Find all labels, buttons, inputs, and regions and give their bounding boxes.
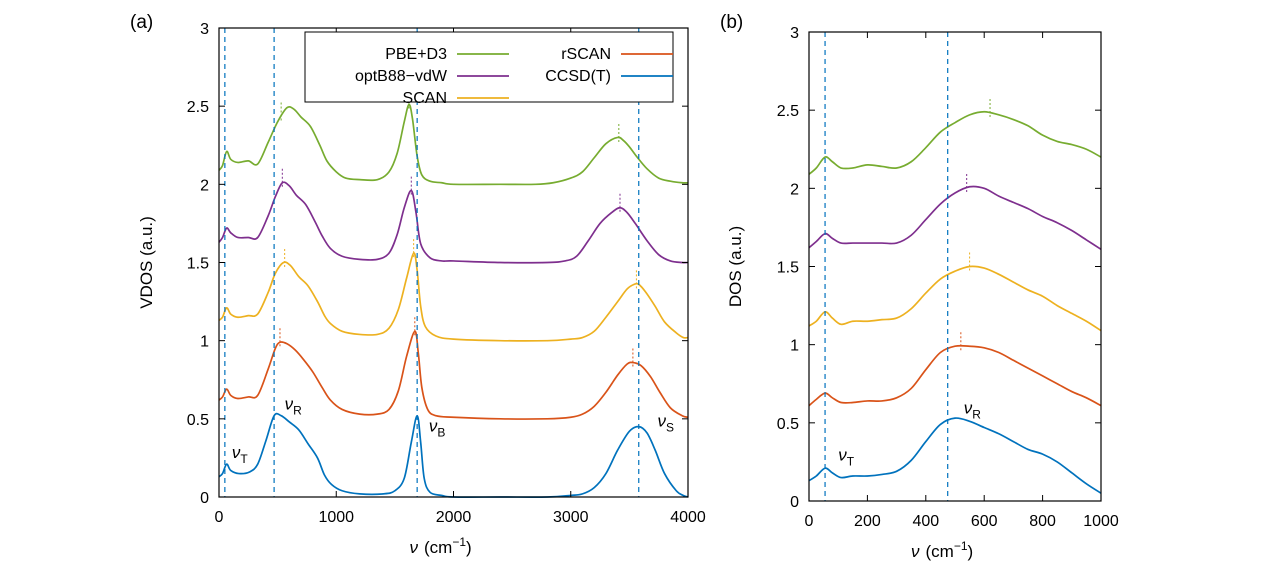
series-line (808, 110, 1102, 175)
plot-frame (808, 31, 1102, 502)
panel-label: (a) (130, 12, 153, 33)
annotation: νB (429, 416, 446, 439)
y-tick-label: 1.5 (187, 256, 209, 273)
annotation: νT (232, 443, 249, 466)
y-tick-label: 0 (200, 490, 209, 507)
legend-label: SCAN (403, 90, 447, 107)
panel-a: (a) 0 1000 2000 3000 4000 0 0.5 1 1.5 2 2.5 3 ν (cm−1)… (130, 12, 706, 557)
x-tick-label: 400 (912, 513, 939, 530)
x-tick-label: 3000 (553, 509, 589, 526)
series-line (218, 252, 689, 342)
y-tick-label: 0.5 (777, 416, 799, 433)
legend-label: rSCAN (561, 46, 611, 63)
y-tick-label: 2.5 (187, 99, 209, 116)
y-tick-label: 3 (790, 25, 799, 42)
legend-label: optB88−vdW (355, 68, 448, 85)
y-tick-label: 3 (200, 21, 209, 38)
x-tick-label: 2000 (436, 509, 472, 526)
y-tick-label: 0.5 (187, 412, 209, 429)
x-tick-label: 0 (215, 509, 224, 526)
annotation: νS (658, 412, 675, 435)
annotation: νT (838, 445, 855, 468)
x-tick-label: 0 (805, 513, 814, 530)
panel-label: (b) (720, 12, 743, 33)
x-tick-label: 800 (1029, 513, 1056, 530)
legend-box (304, 31, 674, 103)
series-line (808, 417, 1102, 494)
series-line (808, 185, 1102, 251)
y-axis-label: VDOS (a.u.) (137, 216, 156, 309)
series-line (218, 103, 689, 186)
x-tick-label: 1000 (318, 509, 354, 526)
series-line (218, 412, 689, 498)
series-lines (808, 110, 1102, 494)
x-tick-label: 200 (854, 513, 881, 530)
series-lines (218, 103, 689, 498)
y-axis-label: DOS (a.u.) (726, 226, 745, 307)
annotation: νR (285, 394, 303, 417)
legend-label: CCSD(T) (545, 68, 611, 85)
y-tick-label: 2 (790, 181, 799, 198)
series-line (808, 344, 1102, 407)
legend: PBE+D3 optB88−vdW SCAN rSCAN CCSD(T) (304, 31, 674, 107)
series-line (218, 181, 689, 264)
y-tick-label: 1.5 (777, 260, 799, 277)
panel-b: (b) 0 200 400 600 800 1000 0 0.5 1 1.5 2 2.5 3 ν (cm−1)… (720, 12, 1119, 561)
x-tick-label: 600 (971, 513, 998, 530)
x-axis-label: ν (cm−1) (911, 539, 973, 561)
x-tick-label: 4000 (670, 509, 706, 526)
y-tick-label: 2 (200, 177, 209, 194)
x-axis-label: ν (cm−1) (410, 535, 472, 557)
y-tick-label: 1 (790, 338, 799, 355)
y-tick-label: 2.5 (777, 103, 799, 120)
y-tick-label: 0 (790, 494, 799, 511)
legend-label: PBE+D3 (385, 46, 447, 63)
x-tick-label: 1000 (1083, 513, 1119, 530)
series-line (218, 330, 689, 420)
annotation: νR (964, 398, 982, 421)
series-line (808, 265, 1102, 332)
y-tick-label: 1 (200, 334, 209, 351)
